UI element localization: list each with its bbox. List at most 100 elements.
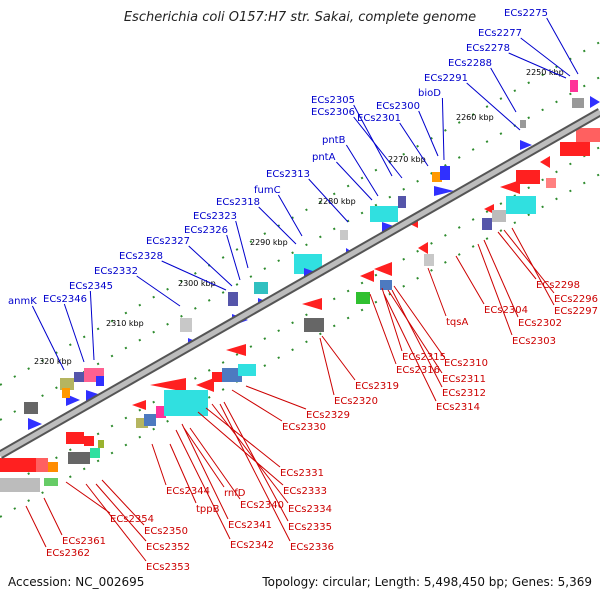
reverse-gene-label-5[interactable]: ECs2303	[512, 336, 556, 347]
reverse-callout-12	[383, 293, 437, 402]
reverse-gene-label-25[interactable]: ECs2342	[230, 540, 274, 551]
reverse-gene-label-4[interactable]: ECs2302	[518, 318, 562, 329]
reverse-gene-label-12[interactable]: ECs2314	[436, 402, 480, 413]
reverse-callout-2	[511, 227, 555, 306]
reverse-gene-label-3[interactable]: ECs2304	[484, 305, 528, 316]
forward-gene-label-18[interactable]: ECs2328	[119, 251, 163, 262]
reverse-gene-label-30[interactable]: ECs2353	[146, 562, 190, 573]
reverse-callout-32	[43, 497, 63, 536]
forward-gene-label-7[interactable]: ECs2301	[357, 113, 401, 124]
forward-gene-label-14[interactable]: ECs2318	[216, 197, 260, 208]
reverse-callout-33	[25, 505, 47, 548]
reverse-gene-label-7[interactable]: ECs2310	[444, 358, 488, 369]
reverse-gene-label-13[interactable]: ECs2319	[355, 381, 399, 392]
forward-gene-label-9[interactable]: ECs2306	[311, 107, 355, 118]
reverse-gene-label-28[interactable]: ECs2350	[144, 526, 188, 537]
gene-feature-7	[68, 452, 90, 464]
reverse-gene-label-18[interactable]: ECs2333	[283, 486, 327, 497]
gene-feature-5	[66, 432, 84, 444]
forward-gene-label-12[interactable]: ECs2313	[266, 169, 310, 180]
reverse-gene-label-22[interactable]: rnfD	[224, 488, 246, 499]
forward-callout-20	[89, 290, 95, 361]
reverse-gene-label-29[interactable]: ECs2352	[146, 542, 190, 553]
forward-gene-label-3[interactable]: ECs2288	[448, 58, 492, 69]
forward-gene-label-2[interactable]: ECs2278	[466, 43, 510, 54]
gene-feature-66	[520, 140, 532, 150]
gene-feature-26	[212, 372, 226, 382]
gene-feature-1	[36, 458, 48, 472]
gene-feature-54	[434, 186, 454, 196]
reverse-callout-22	[183, 427, 225, 488]
reverse-gene-label-10[interactable]: ECs2311	[442, 374, 486, 385]
gene-feature-29	[226, 344, 246, 356]
reverse-gene-label-2[interactable]: ECs2297	[554, 306, 598, 317]
gene-feature-23	[136, 418, 148, 428]
tick-label-3: 2280 kbp	[318, 197, 356, 206]
reverse-gene-label-0[interactable]: ECs2298	[536, 280, 580, 291]
reverse-gene-label-26[interactable]: ECs2344	[166, 486, 210, 497]
forward-gene-label-15[interactable]: ECs2323	[193, 211, 237, 222]
tick-label-7: 2320 kbp	[34, 357, 72, 366]
gene-feature-63	[560, 142, 590, 156]
forward-callout-16	[226, 234, 241, 281]
forward-gene-label-11[interactable]: pntA	[312, 152, 336, 163]
forward-callout-9	[353, 116, 403, 179]
reverse-callout-16	[231, 389, 283, 422]
forward-gene-label-13[interactable]: fumC	[254, 185, 281, 196]
reverse-gene-label-23[interactable]: ECs2340	[240, 500, 284, 511]
gene-feature-9	[98, 440, 104, 448]
reverse-gene-label-19[interactable]: ECs2334	[288, 504, 332, 515]
gene-feature-24	[144, 414, 156, 426]
reverse-callout-26	[151, 443, 167, 486]
forward-gene-label-8[interactable]: ECs2305	[311, 95, 355, 106]
reverse-gene-label-9[interactable]: ECs2316	[396, 365, 440, 376]
reverse-callout-6	[427, 267, 447, 317]
reverse-gene-label-27[interactable]: tppB	[196, 504, 220, 515]
gene-feature-69	[590, 96, 600, 108]
reverse-gene-label-8[interactable]: ECs2315	[402, 352, 446, 363]
gene-feature-56	[500, 180, 520, 194]
reverse-gene-label-24[interactable]: ECs2341	[228, 520, 272, 531]
forward-gene-label-17[interactable]: ECs2327	[146, 236, 190, 247]
gene-feature-0	[0, 458, 36, 472]
forward-callout-19	[136, 275, 181, 307]
reverse-gene-label-1[interactable]: ECs2296	[554, 294, 598, 305]
gene-feature-19	[132, 400, 146, 410]
forward-gene-label-6[interactable]: ECs2300	[376, 101, 420, 112]
gene-feature-57	[516, 170, 540, 184]
forward-gene-label-21[interactable]: ECs2346	[43, 294, 87, 305]
reverse-gene-label-17[interactable]: ECs2331	[280, 468, 324, 479]
reverse-callout-31	[65, 481, 111, 514]
gene-feature-13	[74, 372, 84, 382]
reverse-gene-label-15[interactable]: ECs2329	[306, 410, 350, 421]
reverse-gene-label-20[interactable]: ECs2335	[288, 522, 332, 533]
forward-callout-2	[508, 52, 567, 79]
forward-gene-label-0[interactable]: ECs2275	[504, 8, 548, 19]
forward-gene-label-22[interactable]: anmK	[8, 296, 37, 307]
forward-callout-15	[235, 220, 249, 269]
forward-gene-label-1[interactable]: ECs2277	[478, 28, 522, 39]
gene-feature-25	[196, 378, 214, 392]
forward-gene-label-19[interactable]: ECs2332	[94, 266, 138, 277]
forward-callout-12	[308, 178, 349, 223]
reverse-gene-label-32[interactable]: ECs2361	[62, 536, 106, 547]
forward-callout-13	[277, 194, 303, 237]
forward-gene-label-4[interactable]: ECs2291	[424, 73, 468, 84]
reverse-gene-label-11[interactable]: ECs2312	[442, 388, 486, 399]
forward-gene-label-16[interactable]: ECs2326	[184, 225, 228, 236]
gene-feature-18	[62, 388, 70, 398]
reverse-gene-label-14[interactable]: ECs2320	[334, 396, 378, 407]
gene-feature-65	[520, 120, 526, 128]
forward-gene-label-5[interactable]: bioD	[418, 88, 441, 99]
reverse-gene-label-6[interactable]: tqsA	[446, 317, 468, 328]
forward-gene-label-10[interactable]: pntB	[322, 135, 346, 146]
reverse-gene-label-21[interactable]: ECs2336	[290, 542, 334, 553]
reverse-gene-label-33[interactable]: ECs2362	[46, 548, 90, 559]
reverse-gene-label-31[interactable]: ECs2354	[110, 514, 154, 525]
gene-feature-53	[440, 166, 450, 180]
reverse-gene-label-16[interactable]: ECs2330	[282, 422, 326, 433]
forward-gene-label-20[interactable]: ECs2345	[69, 281, 113, 292]
gene-labels[interactable]: ECs2275 ECs2277 ECs2278 ECs2288 ECs2291 bioD E…	[8, 8, 598, 573]
gene-feature-15	[96, 376, 104, 386]
reverse-callout-7	[393, 285, 445, 358]
